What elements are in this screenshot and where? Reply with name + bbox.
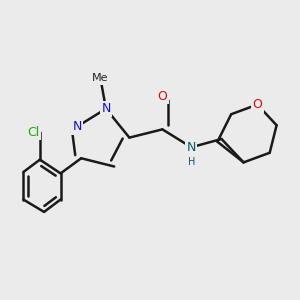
Text: Cl: Cl: [28, 126, 40, 139]
Text: N: N: [187, 141, 196, 154]
Text: H: H: [188, 158, 195, 167]
Text: N: N: [72, 120, 82, 133]
Text: Me: Me: [92, 74, 109, 83]
Text: O: O: [252, 98, 262, 111]
Text: N: N: [101, 102, 111, 115]
Text: O: O: [158, 90, 167, 103]
